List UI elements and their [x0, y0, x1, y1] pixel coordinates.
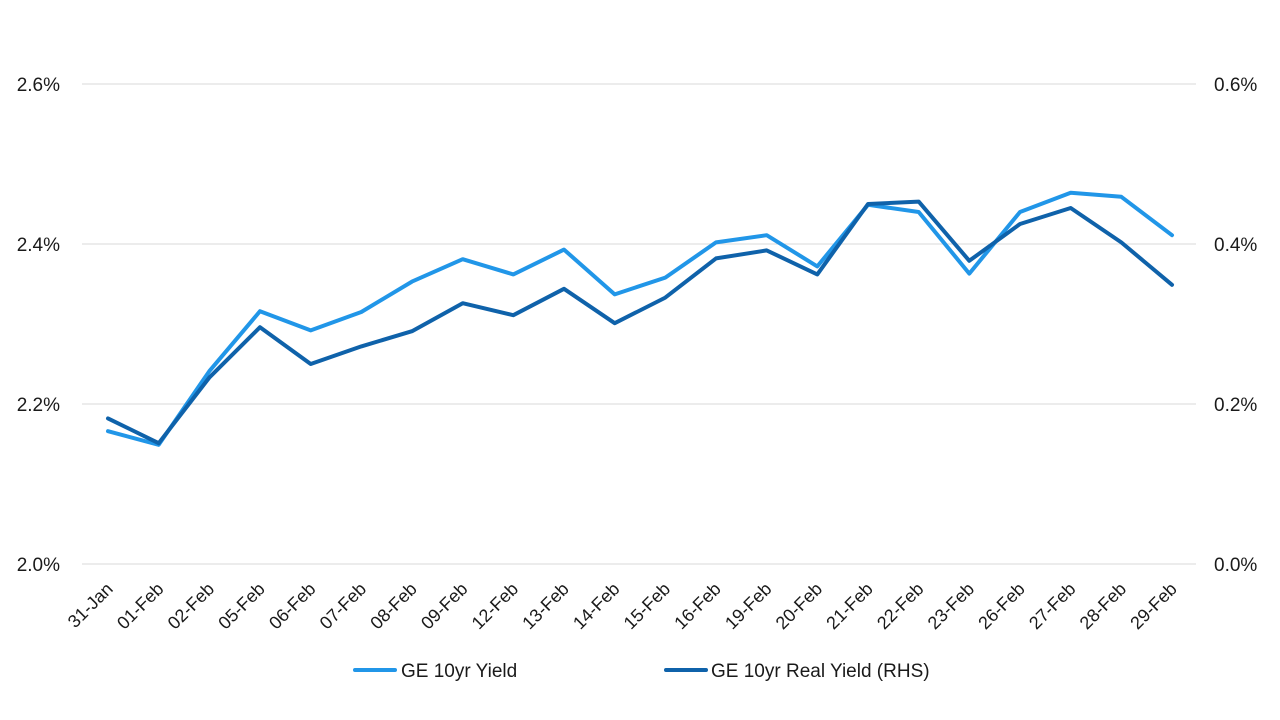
x-axis-ticks: 31-Jan01-Feb02-Feb05-Feb06-Feb07-Feb08-F… [64, 579, 1181, 633]
x-tick-label: 06-Feb [265, 579, 319, 633]
right-tick-label: 0.4% [1214, 235, 1257, 256]
series-line-ge-10yr-real-yield [106, 199, 1174, 446]
x-tick-label: 01-Feb [113, 579, 167, 633]
left-tick-label: 2.6% [17, 75, 60, 96]
series-lines [106, 190, 1174, 447]
right-tick-label: 0.0% [1214, 555, 1257, 576]
legend: GE 10yr Yield GE 10yr Real Yield (RHS) [353, 661, 930, 682]
gridlines [82, 83, 1196, 565]
x-tick-label: 20-Feb [772, 579, 826, 633]
x-tick-label: 09-Feb [417, 579, 471, 633]
left-axis-ticks: 2.0% 2.2% 2.4% 2.6% [17, 75, 60, 576]
x-tick-label: 07-Feb [316, 579, 370, 633]
x-tick-label: 13-Feb [518, 579, 572, 633]
x-tick-label: 29-Feb [1126, 579, 1180, 633]
x-tick-label: 27-Feb [1025, 579, 1079, 633]
x-tick-label: 21-Feb [822, 579, 876, 633]
x-tick-label: 15-Feb [620, 579, 674, 633]
left-tick-label: 2.0% [17, 555, 60, 576]
x-tick-label: 14-Feb [569, 579, 623, 633]
x-tick-label: 12-Feb [468, 579, 522, 633]
x-tick-label: 02-Feb [164, 579, 218, 633]
x-tick-label: 28-Feb [1076, 579, 1130, 633]
x-tick-label: 16-Feb [670, 579, 724, 633]
legend-label-ge-10yr-yield: GE 10yr Yield [401, 661, 517, 682]
x-tick-label: 08-Feb [366, 579, 420, 633]
x-tick-label: 31-Jan [64, 579, 117, 632]
x-tick-label: 19-Feb [721, 579, 775, 633]
legend-label-ge-10yr-real-yield: GE 10yr Real Yield (RHS) [711, 661, 930, 682]
right-axis-ticks: 0.0% 0.2% 0.4% 0.6% [1214, 75, 1257, 576]
x-tick-label: 05-Feb [214, 579, 268, 633]
right-tick-label: 0.2% [1214, 395, 1257, 416]
left-tick-label: 2.4% [17, 235, 60, 256]
x-tick-label: 26-Feb [974, 579, 1028, 633]
right-tick-label: 0.6% [1214, 75, 1257, 96]
x-tick-label: 23-Feb [924, 579, 978, 633]
left-tick-label: 2.2% [17, 395, 60, 416]
x-tick-label: 22-Feb [873, 579, 927, 633]
